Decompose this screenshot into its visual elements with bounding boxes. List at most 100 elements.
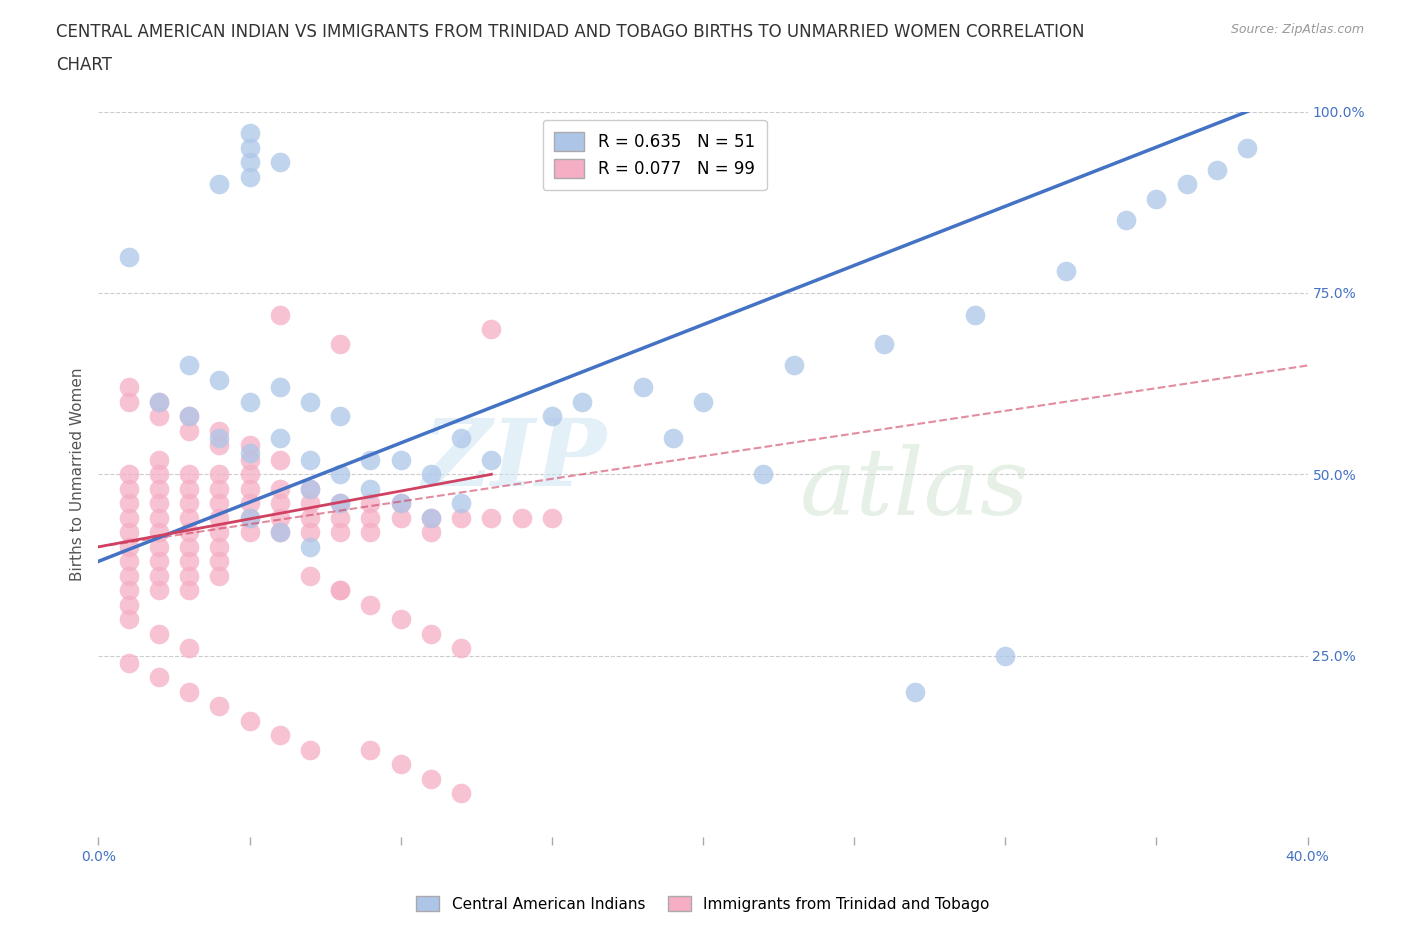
Point <box>179 467 201 482</box>
Point <box>239 155 262 170</box>
Point <box>208 467 231 482</box>
Point <box>269 379 291 394</box>
Point <box>179 684 201 699</box>
Point <box>118 597 141 612</box>
Point <box>179 568 201 583</box>
Point <box>360 452 382 467</box>
Point <box>118 249 141 264</box>
Point <box>1144 192 1167 206</box>
Point <box>239 445 262 460</box>
Point <box>208 568 231 583</box>
Point <box>208 373 231 388</box>
Text: ZIP: ZIP <box>422 415 606 505</box>
Point <box>269 525 291 539</box>
Point <box>239 394 262 409</box>
Point <box>118 612 141 627</box>
Point <box>239 511 262 525</box>
Point <box>360 525 382 539</box>
Point <box>179 409 201 424</box>
Point <box>571 394 593 409</box>
Point <box>179 358 201 373</box>
Point <box>239 713 262 728</box>
Point <box>118 511 141 525</box>
Point <box>329 583 352 598</box>
Point <box>179 511 201 525</box>
Point <box>269 728 291 743</box>
Point <box>329 525 352 539</box>
Point <box>208 554 231 569</box>
Point <box>450 511 472 525</box>
Point <box>420 525 443 539</box>
Point <box>299 742 322 757</box>
Point <box>239 467 262 482</box>
Point <box>179 583 201 598</box>
Point <box>360 742 382 757</box>
Point <box>148 394 170 409</box>
Point <box>179 409 201 424</box>
Y-axis label: Births to Unmarried Women: Births to Unmarried Women <box>69 367 84 581</box>
Point <box>692 394 714 409</box>
Point <box>389 612 412 627</box>
Point <box>148 452 170 467</box>
Point <box>148 670 170 684</box>
Point <box>299 452 322 467</box>
Point <box>1206 162 1229 177</box>
Point <box>179 539 201 554</box>
Point <box>450 496 472 511</box>
Point <box>118 379 141 394</box>
Point <box>179 554 201 569</box>
Point <box>450 641 472 656</box>
Point <box>481 452 503 467</box>
Point <box>239 126 262 140</box>
Point <box>329 409 352 424</box>
Point <box>1054 264 1077 279</box>
Point <box>540 409 562 424</box>
Text: Source: ZipAtlas.com: Source: ZipAtlas.com <box>1230 23 1364 36</box>
Point <box>662 431 685 445</box>
Point <box>420 511 443 525</box>
Point <box>269 482 291 497</box>
Point <box>148 627 170 642</box>
Point <box>118 525 141 539</box>
Point <box>148 409 170 424</box>
Point <box>269 525 291 539</box>
Point <box>118 467 141 482</box>
Point <box>208 423 231 438</box>
Point <box>208 496 231 511</box>
Point <box>148 394 170 409</box>
Point <box>239 496 262 511</box>
Legend: R = 0.635   N = 51, R = 0.077   N = 99: R = 0.635 N = 51, R = 0.077 N = 99 <box>543 120 766 190</box>
Point <box>148 525 170 539</box>
Point <box>239 169 262 184</box>
Text: atlas: atlas <box>800 444 1029 534</box>
Point <box>873 337 896 352</box>
Point <box>299 539 322 554</box>
Point <box>208 511 231 525</box>
Text: CENTRAL AMERICAN INDIAN VS IMMIGRANTS FROM TRINIDAD AND TOBAGO BIRTHS TO UNMARRI: CENTRAL AMERICAN INDIAN VS IMMIGRANTS FR… <box>56 23 1085 41</box>
Point <box>389 511 412 525</box>
Point <box>299 525 322 539</box>
Point <box>540 511 562 525</box>
Point <box>148 496 170 511</box>
Point <box>239 525 262 539</box>
Point <box>239 140 262 155</box>
Point <box>481 511 503 525</box>
Point <box>420 627 443 642</box>
Point <box>389 757 412 772</box>
Point <box>148 554 170 569</box>
Point <box>360 496 382 511</box>
Point <box>299 496 322 511</box>
Point <box>783 358 806 373</box>
Point <box>239 438 262 453</box>
Point <box>450 786 472 801</box>
Point <box>118 539 141 554</box>
Point <box>148 467 170 482</box>
Point <box>420 467 443 482</box>
Point <box>179 641 201 656</box>
Point <box>510 511 533 525</box>
Point <box>269 452 291 467</box>
Point <box>148 482 170 497</box>
Point <box>752 467 775 482</box>
Point <box>179 482 201 497</box>
Point <box>389 496 412 511</box>
